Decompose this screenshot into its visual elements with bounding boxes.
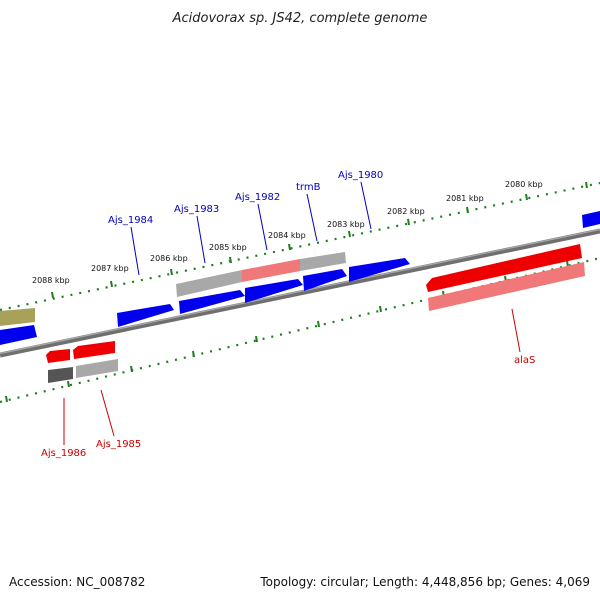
gene-label-Ajs_1982[interactable]: Ajs_1982 (235, 192, 280, 203)
scale-label: 2080 kbp (505, 180, 543, 189)
tick-mark (67, 380, 70, 388)
pseudo-gene-Ajs_1982-red[interactable] (242, 259, 300, 282)
pseudo-gene-trmB-grey[interactable] (300, 252, 346, 271)
scale-label: 2084 kbp (268, 231, 306, 240)
gene-alaS-arrow[interactable] (426, 244, 582, 292)
tick-mark (407, 218, 410, 226)
gene-label-Ajs_1983[interactable]: Ajs_1983 (174, 204, 219, 215)
tick-mark (317, 320, 320, 328)
scale-label: 2088 kbp (32, 276, 70, 285)
tick-mark (585, 181, 588, 189)
gene-label-trmB[interactable]: trmB (296, 182, 321, 193)
forward-genes (0, 211, 600, 327)
leader-line (196, 215, 206, 264)
tick-mark (255, 335, 258, 343)
outer-ticks (51, 181, 588, 299)
tick-mark (130, 365, 133, 373)
rna-gene-partial[interactable] (0, 308, 35, 326)
scale-label: 2085 kbp (209, 243, 247, 252)
tick-mark (525, 193, 528, 201)
scale-label: 2087 kbp (91, 264, 129, 273)
leader-line (257, 203, 268, 251)
outer-scale-track: 2088 kbp 2087 kbp 2086 kbp 2085 kbp 2084… (0, 180, 600, 312)
chromosome-backbone (0, 228, 600, 358)
gene-Ajs_1983-arrow[interactable] (179, 290, 245, 314)
genome-summary-text: Topology: circular; Length: 4,448,856 bp… (259, 575, 590, 589)
backbone-highlight (0, 228, 600, 355)
gene-label-Ajs_1986[interactable]: Ajs_1986 (41, 448, 86, 459)
tick-mark (5, 395, 8, 403)
pseudo-gene-Ajs_1982[interactable] (176, 270, 242, 297)
leader-line (130, 226, 140, 276)
scale-label: 2086 kbp (150, 254, 188, 263)
accession-text: Accession: NC_008782 (9, 575, 145, 589)
pseudo-gene-Ajs_1985[interactable] (76, 359, 118, 378)
gene-trmB-arrow[interactable] (303, 269, 347, 291)
bottom-gene-labels (63, 308, 521, 445)
gene-Ajs_1980-arrow[interactable] (349, 258, 410, 282)
reverse-genes (0, 244, 585, 383)
pseudo-gene-Ajs_1986[interactable] (48, 367, 73, 383)
gene-Ajs_1985-arrow[interactable] (73, 341, 115, 359)
gene-label-Ajs_1985[interactable]: Ajs_1985 (96, 439, 141, 450)
tick-mark (229, 256, 232, 264)
outer-track-dots (0, 181, 600, 312)
tick-mark (348, 230, 351, 238)
tick-mark (170, 268, 173, 276)
leader-line (306, 193, 318, 242)
scale-label: 2081 kbp (446, 194, 484, 203)
scale-labels: 2088 kbp 2087 kbp 2086 kbp 2085 kbp 2084… (32, 180, 543, 285)
tick-mark (288, 243, 291, 251)
scale-label: 2082 kbp (387, 207, 425, 216)
leader-line (511, 308, 521, 353)
gene-label-alaS[interactable]: alaS (514, 355, 535, 366)
leader-line (360, 181, 372, 230)
gene-Ajs_1982-arrow[interactable] (245, 279, 303, 303)
tick-mark (192, 350, 195, 358)
tick-mark (51, 291, 54, 299)
tick-mark (110, 280, 113, 288)
genome-title: Acidovorax sp. JS42, complete genome (172, 11, 428, 26)
gene-alaS-pseudo[interactable] (428, 262, 585, 311)
gene-label-Ajs_1980[interactable]: Ajs_1980 (338, 170, 383, 181)
top-gene-labels (130, 181, 372, 276)
tick-mark (379, 305, 382, 313)
gene-Ajs_1986-arrow[interactable] (46, 349, 70, 363)
leader-line (100, 389, 115, 437)
gene-Ajs_1984-arrow[interactable] (117, 304, 174, 327)
backbone-line (0, 228, 600, 358)
gene-label-Ajs_1984[interactable]: Ajs_1984 (108, 215, 153, 226)
gene-left-partial-arrow[interactable] (0, 325, 37, 345)
tick-mark (466, 206, 469, 214)
scale-label: 2083 kbp (327, 220, 365, 229)
gene-partial-right[interactable] (582, 211, 600, 228)
